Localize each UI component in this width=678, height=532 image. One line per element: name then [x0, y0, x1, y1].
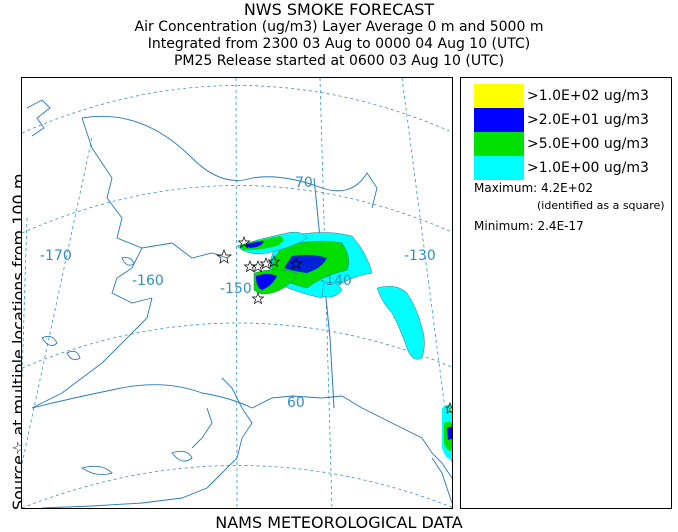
map-title: NWS SMOKE FORECAST	[243, 0, 435, 19]
lon-label-130: -130	[404, 248, 436, 264]
map-subtitle-release: PM25 Release started at 0600 03 Aug 10 (…	[173, 53, 505, 69]
smoke-plume-panhandle	[442, 404, 452, 460]
coastline	[26, 99, 452, 508]
source-markers	[215, 236, 452, 414]
star-icon	[251, 292, 265, 305]
star-icon	[289, 257, 303, 270]
lon-label-140: -140	[320, 273, 352, 289]
meridian-170	[22, 217, 28, 379]
legend-panel: >1.0E+02 ug/m3 >2.0E+01 ug/m3 >5.0E+00 u…	[460, 77, 672, 509]
lon-label-150: -150	[220, 281, 252, 297]
islands	[41, 257, 193, 476]
legend-label: >2.0E+01 ug/m3	[527, 112, 649, 128]
lat-label-60: 60	[287, 395, 305, 411]
maximum-label: Maximum:	[474, 181, 538, 195]
smoke-plume-north	[236, 231, 308, 254]
lon-label-160: -160	[132, 273, 164, 289]
star-icon	[445, 402, 452, 414]
star-icon	[215, 249, 233, 264]
star-icon	[251, 260, 265, 273]
map-panel[interactable]: -170 -160 -150 -140 -130 70 60	[21, 77, 453, 509]
legend-item: >5.0E+00 ug/m3	[474, 132, 649, 156]
legend-label: >1.0E+02 ug/m3	[527, 88, 649, 104]
minimum-stat: Minimum: 2.4E-17	[474, 219, 584, 233]
legend-label: >5.0E+00 ug/m3	[527, 136, 649, 152]
map-subtitle-integration: Integrated from 2300 03 Aug to 0000 04 A…	[147, 36, 531, 52]
legend-item: >1.0E+02 ug/m3	[474, 84, 649, 108]
legend-item: >1.0E+00 ug/m3	[474, 156, 649, 180]
legend-item: >2.0E+01 ug/m3	[474, 108, 649, 132]
legend-label: >1.0E+00 ug/m3	[527, 160, 649, 176]
minimum-value: 2.4E-17	[537, 219, 584, 233]
map-canvas[interactable]	[22, 78, 453, 509]
star-icon	[267, 255, 281, 268]
legend-swatch	[474, 156, 524, 180]
footer-label: NAMS METEOROLOGICAL DATA	[215, 513, 463, 532]
meridian-150	[235, 78, 238, 508]
lon-label-170: -170	[40, 248, 72, 264]
border-line	[313, 177, 335, 409]
map-subtitle-concentration: Air Concentration (ug/m3) Layer Average …	[134, 19, 544, 35]
legend-swatch	[474, 84, 524, 108]
lat-label-70: 70	[295, 175, 313, 191]
smoke-plume-south	[253, 269, 298, 295]
maximum-value: 4.2E+02	[541, 181, 593, 195]
maximum-stat: Maximum: 4.2E+02	[474, 181, 593, 195]
legend-swatch	[474, 108, 524, 132]
legend-swatch	[474, 132, 524, 156]
minimum-label: Minimum:	[474, 219, 534, 233]
parallel-50	[22, 465, 452, 508]
maximum-note: (identified as a square)	[537, 199, 665, 212]
smoke-plume-east	[321, 282, 425, 360]
parallel-60	[22, 322, 452, 369]
meridian-160	[22, 137, 93, 466]
star-icon	[259, 257, 273, 270]
parallel-80	[22, 85, 452, 134]
parallel-70	[22, 185, 452, 234]
star-icon	[237, 236, 251, 249]
